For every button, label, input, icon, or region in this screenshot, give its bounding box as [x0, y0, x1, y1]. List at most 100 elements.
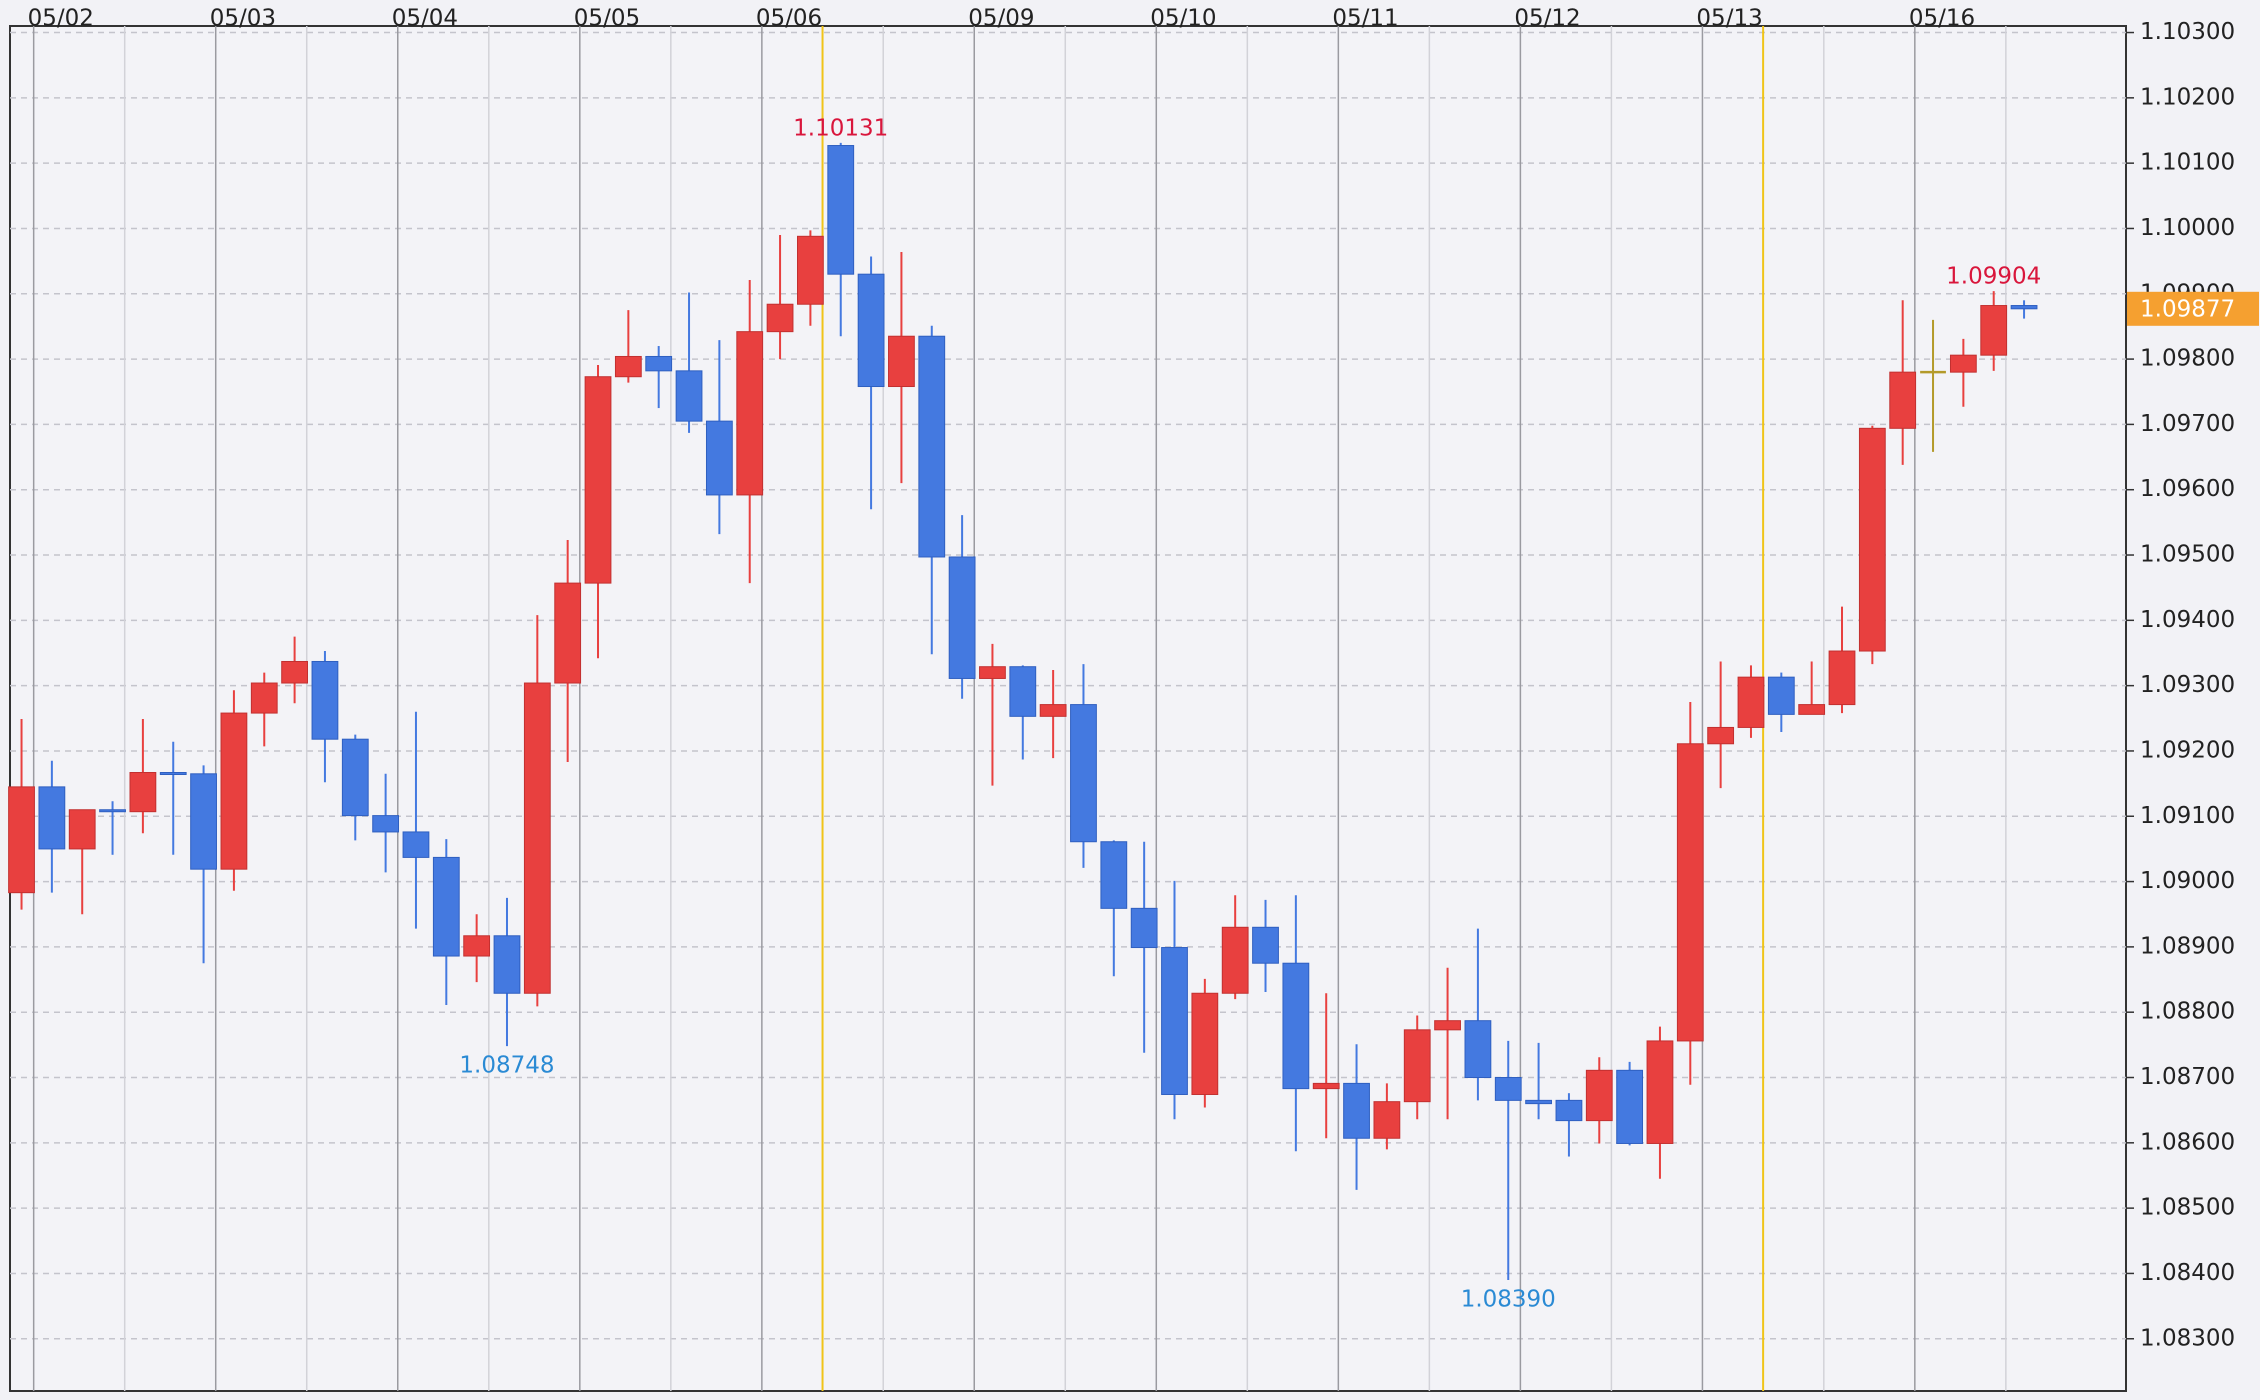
candle-body — [1343, 1082, 1370, 1139]
x-tick-label: 05/10 — [1150, 6, 1216, 32]
candle-body — [1737, 676, 1765, 728]
candle-body — [523, 682, 551, 994]
x-tick-label: 05/12 — [1514, 6, 1580, 32]
y-tick-label: 1.10100 — [2140, 150, 2235, 176]
y-tick-label: 1.09500 — [2140, 542, 2235, 568]
candle-body — [554, 582, 582, 684]
candle-body — [705, 420, 733, 496]
x-tick-label: 05/02 — [28, 6, 94, 32]
candle-body — [1252, 926, 1279, 964]
candle-body — [918, 335, 946, 558]
y-tick-label: 1.10200 — [2140, 84, 2235, 110]
y-tick-label: 1.09600 — [2140, 476, 2235, 502]
candle-body — [493, 935, 521, 994]
y-tick-label: 1.09100 — [2140, 803, 2235, 829]
candle-body — [341, 738, 369, 817]
candle-body — [1676, 743, 1704, 1042]
candle-body — [1828, 650, 1856, 706]
annotation: 1.10131 — [793, 115, 888, 141]
candle-body — [402, 831, 430, 858]
y-tick-label: 1.09700 — [2140, 411, 2235, 437]
x-tick-label: 05/04 — [392, 6, 458, 32]
candle-body — [614, 355, 642, 378]
candle-body — [827, 145, 855, 275]
last-price-label: 1.09877 — [2140, 296, 2235, 322]
y-tick-label: 1.08500 — [2140, 1195, 2235, 1221]
candle-body — [311, 660, 339, 740]
candle-body — [2010, 305, 2038, 310]
candle-body — [1403, 1029, 1431, 1103]
candle-body — [645, 355, 673, 372]
candle-body — [948, 556, 976, 679]
annotation: 1.08390 — [1461, 1286, 1556, 1312]
y-tick-label: 1.08800 — [2140, 999, 2235, 1025]
candle-body — [1434, 1020, 1461, 1031]
y-tick-label: 1.09400 — [2140, 607, 2235, 633]
y-tick-label: 1.08900 — [2140, 933, 2235, 959]
x-tick-label: 05/06 — [756, 6, 822, 32]
candle-body — [1464, 1020, 1492, 1079]
x-tick-label: 05/13 — [1696, 6, 1762, 32]
candle-body — [432, 856, 460, 957]
y-tick-label: 1.10000 — [2140, 215, 2235, 241]
candle-body — [1130, 907, 1158, 949]
x-tick-label: 05/16 — [1909, 6, 1975, 32]
candle-body — [1039, 704, 1067, 717]
last-price-box — [2127, 291, 2259, 326]
candle-body — [463, 935, 491, 957]
candle-body — [1798, 704, 1826, 715]
candle-body — [857, 273, 885, 388]
candle-body — [8, 786, 35, 894]
candle-body — [888, 335, 915, 388]
y-tick-label: 1.08600 — [2140, 1129, 2235, 1155]
candle-body — [190, 773, 217, 870]
y-tick-label: 1.09300 — [2140, 672, 2235, 698]
candle-body — [1161, 947, 1188, 1095]
y-tick-label: 1.08700 — [2140, 1064, 2235, 1090]
candle-body — [1009, 666, 1037, 717]
candle-body — [1585, 1069, 1613, 1122]
x-tick-label: 05/11 — [1332, 6, 1398, 32]
candle-body — [1373, 1101, 1401, 1139]
candle-body — [281, 660, 308, 684]
y-tick-label: 1.09000 — [2140, 868, 2235, 894]
candle-body — [1312, 1082, 1340, 1090]
candle-body — [1949, 354, 1977, 373]
candle-body — [1282, 962, 1310, 1090]
x-tick-label: 05/05 — [574, 6, 640, 32]
candle-body — [1616, 1069, 1644, 1144]
candle-body — [1525, 1099, 1552, 1105]
x-tick-label: 05/09 — [968, 6, 1034, 32]
candle-body — [1646, 1040, 1674, 1144]
y-tick-label: 1.09200 — [2140, 737, 2235, 763]
candle-body — [1191, 992, 1219, 1095]
candle-body — [38, 786, 66, 850]
y-tick-label: 1.08400 — [2140, 1260, 2235, 1286]
candle-body — [1070, 704, 1097, 843]
candle-body — [736, 331, 764, 496]
candle-body — [766, 303, 794, 333]
candle-body — [797, 235, 824, 305]
candle-body — [1707, 726, 1735, 745]
candle-body — [1767, 676, 1795, 715]
candle-body — [159, 772, 187, 776]
candle-body — [129, 772, 157, 813]
candle-body — [1889, 371, 1917, 429]
candle-body — [1221, 926, 1249, 994]
x-tick-label: 05/03 — [210, 6, 276, 32]
candle-body — [372, 815, 400, 833]
y-tick-label: 1.08300 — [2140, 1325, 2235, 1351]
candle-body — [68, 809, 96, 850]
candle-body — [220, 712, 248, 870]
annotation: 1.08748 — [459, 1053, 554, 1079]
candle-body — [979, 666, 1006, 679]
candle-body — [99, 809, 126, 813]
candle-body — [250, 682, 278, 714]
y-tick-label: 1.09800 — [2140, 346, 2235, 372]
candle-body — [675, 370, 703, 422]
candle-body — [1555, 1099, 1583, 1122]
y-tick-label: 1.10300 — [2140, 19, 2235, 45]
candle-body — [1858, 427, 1886, 652]
